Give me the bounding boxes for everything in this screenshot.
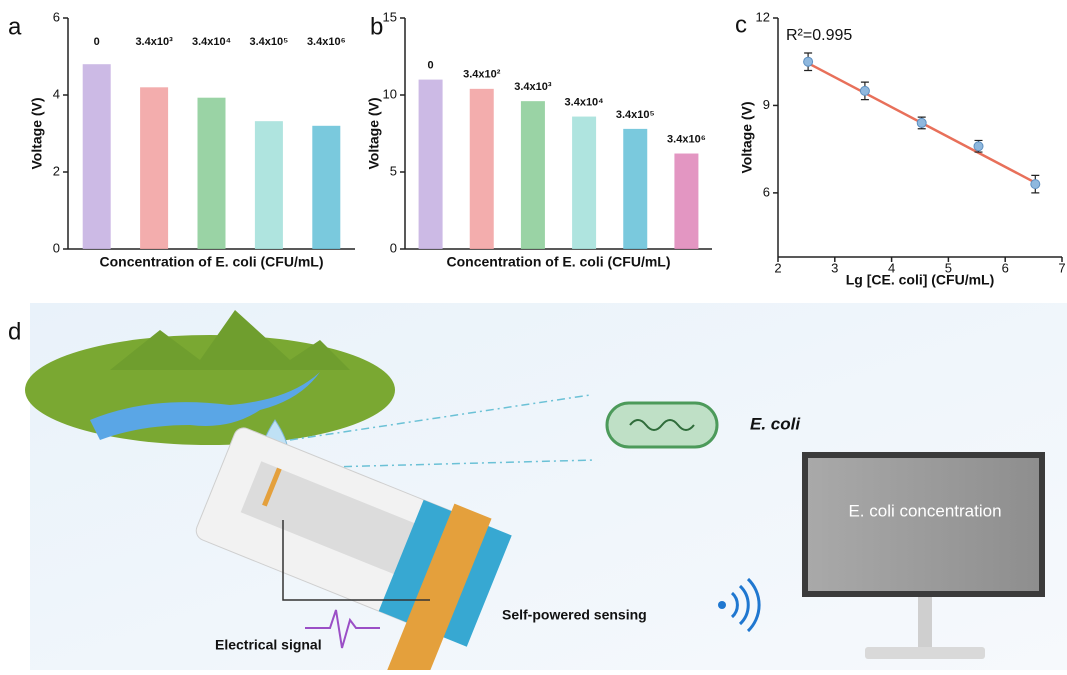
dna bbox=[629, 419, 695, 431]
data-point bbox=[916, 117, 927, 128]
category-label: 0 bbox=[94, 36, 100, 48]
mountains bbox=[110, 310, 350, 370]
x-axis-title: Lg [CE. coli] (CFU/mL) bbox=[846, 272, 995, 288]
sensing-label: Self-powered sensing bbox=[502, 607, 647, 623]
bar bbox=[469, 88, 494, 249]
bar bbox=[197, 97, 226, 249]
monitor-base bbox=[865, 647, 985, 659]
signal-label: Electrical signal bbox=[215, 637, 322, 653]
data-point bbox=[1030, 179, 1041, 190]
category-label: 3.4x10⁶ bbox=[307, 36, 346, 48]
y-tick-label: 15 bbox=[383, 9, 397, 24]
category-label: 3.4x10³ bbox=[514, 81, 552, 93]
category-label: 3.4x10⁵ bbox=[249, 36, 288, 48]
bar bbox=[140, 87, 169, 249]
bar bbox=[520, 101, 545, 249]
x-tick-label: 7 bbox=[1058, 260, 1065, 275]
y-axis-title: Voltage (V) bbox=[29, 97, 45, 169]
signal-wave bbox=[305, 609, 380, 649]
y-axis-title: Voltage (V) bbox=[366, 97, 382, 169]
monitor-text: E. coli concentration bbox=[848, 501, 1001, 520]
category-label: 3.4x10⁶ bbox=[667, 133, 706, 145]
y-tick-label: 0 bbox=[390, 240, 397, 255]
wifi-dot bbox=[718, 601, 726, 609]
y-tick-label: 2 bbox=[53, 163, 60, 178]
river bbox=[90, 372, 320, 440]
data-point bbox=[973, 141, 984, 152]
panel-label: b bbox=[370, 13, 383, 40]
y-tick-label: 9 bbox=[763, 97, 770, 112]
y-tick-label: 12 bbox=[756, 9, 770, 24]
category-label: 0 bbox=[428, 60, 434, 72]
panel-label: d bbox=[8, 318, 21, 345]
annotation: R²=0.995 bbox=[786, 27, 852, 44]
bar bbox=[572, 116, 597, 249]
bar bbox=[312, 125, 341, 249]
bar bbox=[82, 64, 111, 249]
x-tick-label: 5 bbox=[945, 260, 952, 275]
monitor-screen bbox=[808, 458, 1039, 591]
y-axis-title: Voltage (V) bbox=[739, 101, 755, 173]
x-axis-title: Concentration of E. coli (CFU/mL) bbox=[447, 254, 671, 270]
x-tick-label: 3 bbox=[831, 260, 838, 275]
guide-line bbox=[289, 459, 596, 469]
category-label: 3.4x10⁴ bbox=[192, 36, 231, 48]
device-channel bbox=[240, 461, 433, 582]
wifi-waves bbox=[730, 577, 761, 633]
y-tick-label: 5 bbox=[390, 163, 397, 178]
diagram: E. coli E. coli concentration Self-power… bbox=[25, 303, 1067, 675]
data-point bbox=[859, 85, 870, 96]
device bbox=[195, 427, 512, 675]
y-tick-label: 0 bbox=[53, 240, 60, 255]
bar bbox=[623, 128, 648, 249]
x-axis-title: Concentration of E. coli (CFU/mL) bbox=[100, 254, 324, 270]
electrode-strip bbox=[262, 467, 282, 507]
category-label: 3.4x10² bbox=[463, 69, 501, 81]
y-tick-label: 6 bbox=[53, 9, 60, 24]
y-tick-label: 6 bbox=[763, 184, 770, 199]
y-tick-label: 10 bbox=[383, 86, 397, 101]
data-point bbox=[803, 56, 814, 67]
panel-label: c bbox=[735, 11, 747, 38]
x-tick-label: 2 bbox=[774, 260, 781, 275]
category-label: 3.4x10⁴ bbox=[565, 96, 604, 108]
wire bbox=[282, 520, 430, 601]
bar bbox=[674, 153, 699, 249]
category-label: 3.4x10³ bbox=[135, 36, 173, 48]
electrode bbox=[385, 503, 492, 675]
bar bbox=[254, 121, 283, 249]
monitor-stand bbox=[918, 597, 932, 647]
bar bbox=[418, 79, 443, 249]
x-tick-label: 4 bbox=[888, 260, 895, 275]
panel-label: a bbox=[8, 13, 22, 40]
bacteria-label: E. coli bbox=[750, 414, 801, 433]
x-tick-label: 6 bbox=[1002, 260, 1009, 275]
guide-line bbox=[289, 394, 591, 441]
category-label: 3.4x10⁵ bbox=[616, 109, 655, 121]
y-tick-label: 4 bbox=[53, 86, 60, 101]
